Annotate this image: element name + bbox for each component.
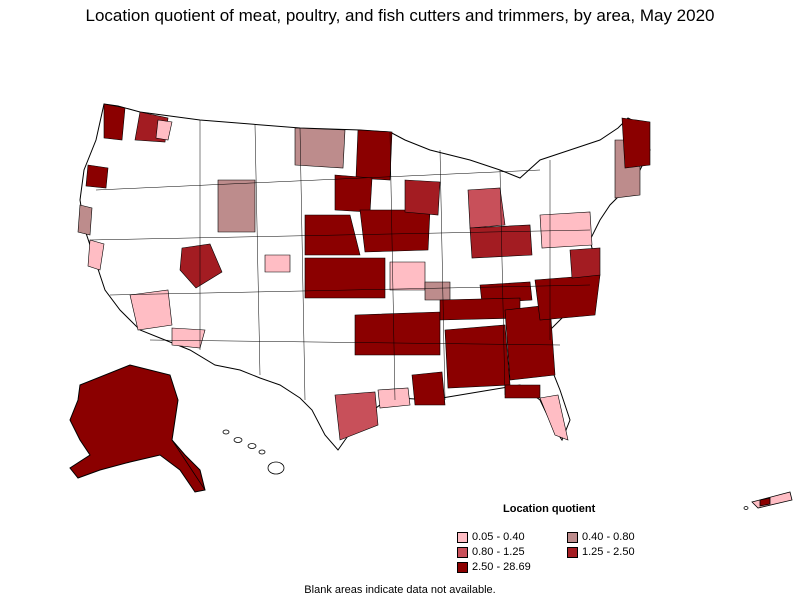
region-oregon-west: [85, 164, 109, 189]
region-kansas: [304, 257, 386, 299]
region-florida-peninsula: [539, 394, 569, 441]
legend-label: 1.25 - 2.50: [582, 546, 635, 558]
region-carolinas: [534, 274, 601, 321]
region-michigan: [467, 187, 506, 229]
legend-item-2: 0.80 - 1.25: [457, 546, 525, 558]
legend-swatch: [457, 546, 468, 558]
footnote: Blank areas indicate data not available.: [304, 584, 496, 596]
region-missouri: [389, 261, 426, 291]
alaska-southeast-boundary: [171, 439, 206, 491]
hawaii: [222, 429, 285, 475]
map-title: Location quotient of meat, poultry, and …: [85, 6, 715, 25]
legend-item-3: 1.25 - 2.50: [567, 546, 635, 558]
region-maine: [621, 117, 651, 169]
legend-label: 0.05 - 0.40: [472, 531, 525, 543]
region-texas-east: [334, 391, 379, 441]
legend-title: Location quotient: [503, 503, 596, 515]
region-louisiana: [411, 371, 446, 406]
region-wisconsin: [404, 179, 441, 216]
region-california-north: [77, 204, 93, 236]
legend-swatch: [457, 561, 468, 573]
legend-item-1: 0.40 - 0.80: [567, 531, 635, 543]
legend-swatch: [457, 531, 468, 543]
legend-swatch: [567, 531, 578, 543]
region-colorado-east: [264, 254, 291, 273]
area-boundaries: [89, 120, 591, 401]
legend-item-0: 0.05 - 0.40: [457, 531, 525, 543]
region-florida-panhandle: [504, 384, 541, 399]
region-iowa: [359, 209, 431, 253]
region-washington-west: [103, 103, 126, 141]
region-indiana-ohio: [469, 224, 533, 259]
legend-label: 2.50 - 28.69: [472, 561, 531, 573]
region-arkansas: [354, 311, 441, 356]
puerto-rico: [743, 491, 793, 510]
region-maryland-virginia: [569, 247, 601, 279]
region-utah-colorado: [179, 243, 223, 289]
region-mississippi-alabama: [444, 324, 511, 389]
legend-label: 0.80 - 1.25: [472, 546, 525, 558]
region-texas-coast: [377, 387, 411, 409]
region-pennsylvania: [539, 211, 593, 249]
region-california-central: [87, 239, 105, 271]
region-south-dakota-east: [334, 174, 373, 213]
legend-swatch: [567, 546, 578, 558]
region-north-dakota: [294, 127, 346, 169]
legend-label: 0.40 - 0.80: [582, 531, 635, 543]
region-arizona: [129, 289, 173, 331]
region-idaho: [155, 119, 173, 141]
region-oklahoma-east: [424, 281, 451, 301]
region-georgia: [504, 304, 556, 381]
region-minnesota: [355, 129, 393, 181]
region-wyoming: [217, 179, 256, 233]
alaska: [69, 364, 206, 493]
legend-item-4: 2.50 - 28.69: [457, 561, 531, 573]
